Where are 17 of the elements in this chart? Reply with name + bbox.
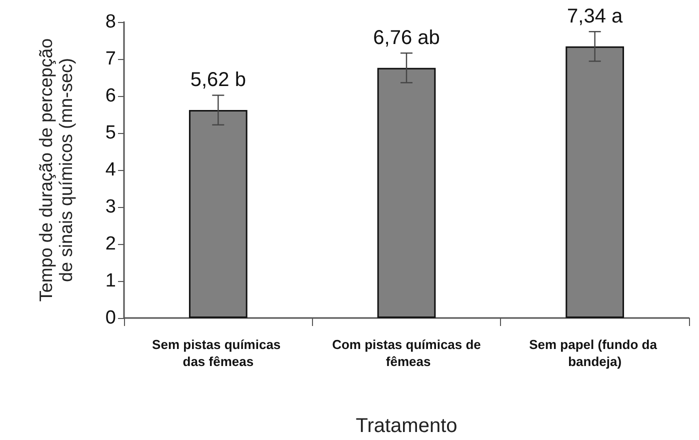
y-tick-label: 6 [105, 86, 116, 106]
y-tick-label: 5 [105, 122, 116, 144]
y-axis-title: Tempo de duração de percepção de sinais químicos (mn-sec) [36, 38, 76, 302]
x-tick-label: Com pistas químicas de fêmeas [332, 337, 481, 369]
y-tick-label: 3 [105, 196, 116, 218]
data-label: 6,76 ab [373, 26, 440, 49]
y-tick-label: 4 [105, 160, 116, 180]
x-axis-title: Tratamento [356, 415, 458, 437]
y-tick-label: 7 [105, 48, 116, 70]
y-tick-label: 2 [105, 234, 116, 254]
data-label: 7,34 a [567, 5, 624, 28]
x-tick-label: Sem papel (fundo da bandeja) [529, 337, 661, 369]
x-tick-label: Sem pistas químicas das fêmeas [152, 337, 284, 369]
y-tick-label: 0 [105, 308, 116, 328]
data-label: 5,62 b [190, 69, 246, 92]
y-tick-label: 1 [105, 270, 116, 292]
y-tick-label: 8 [105, 12, 116, 32]
